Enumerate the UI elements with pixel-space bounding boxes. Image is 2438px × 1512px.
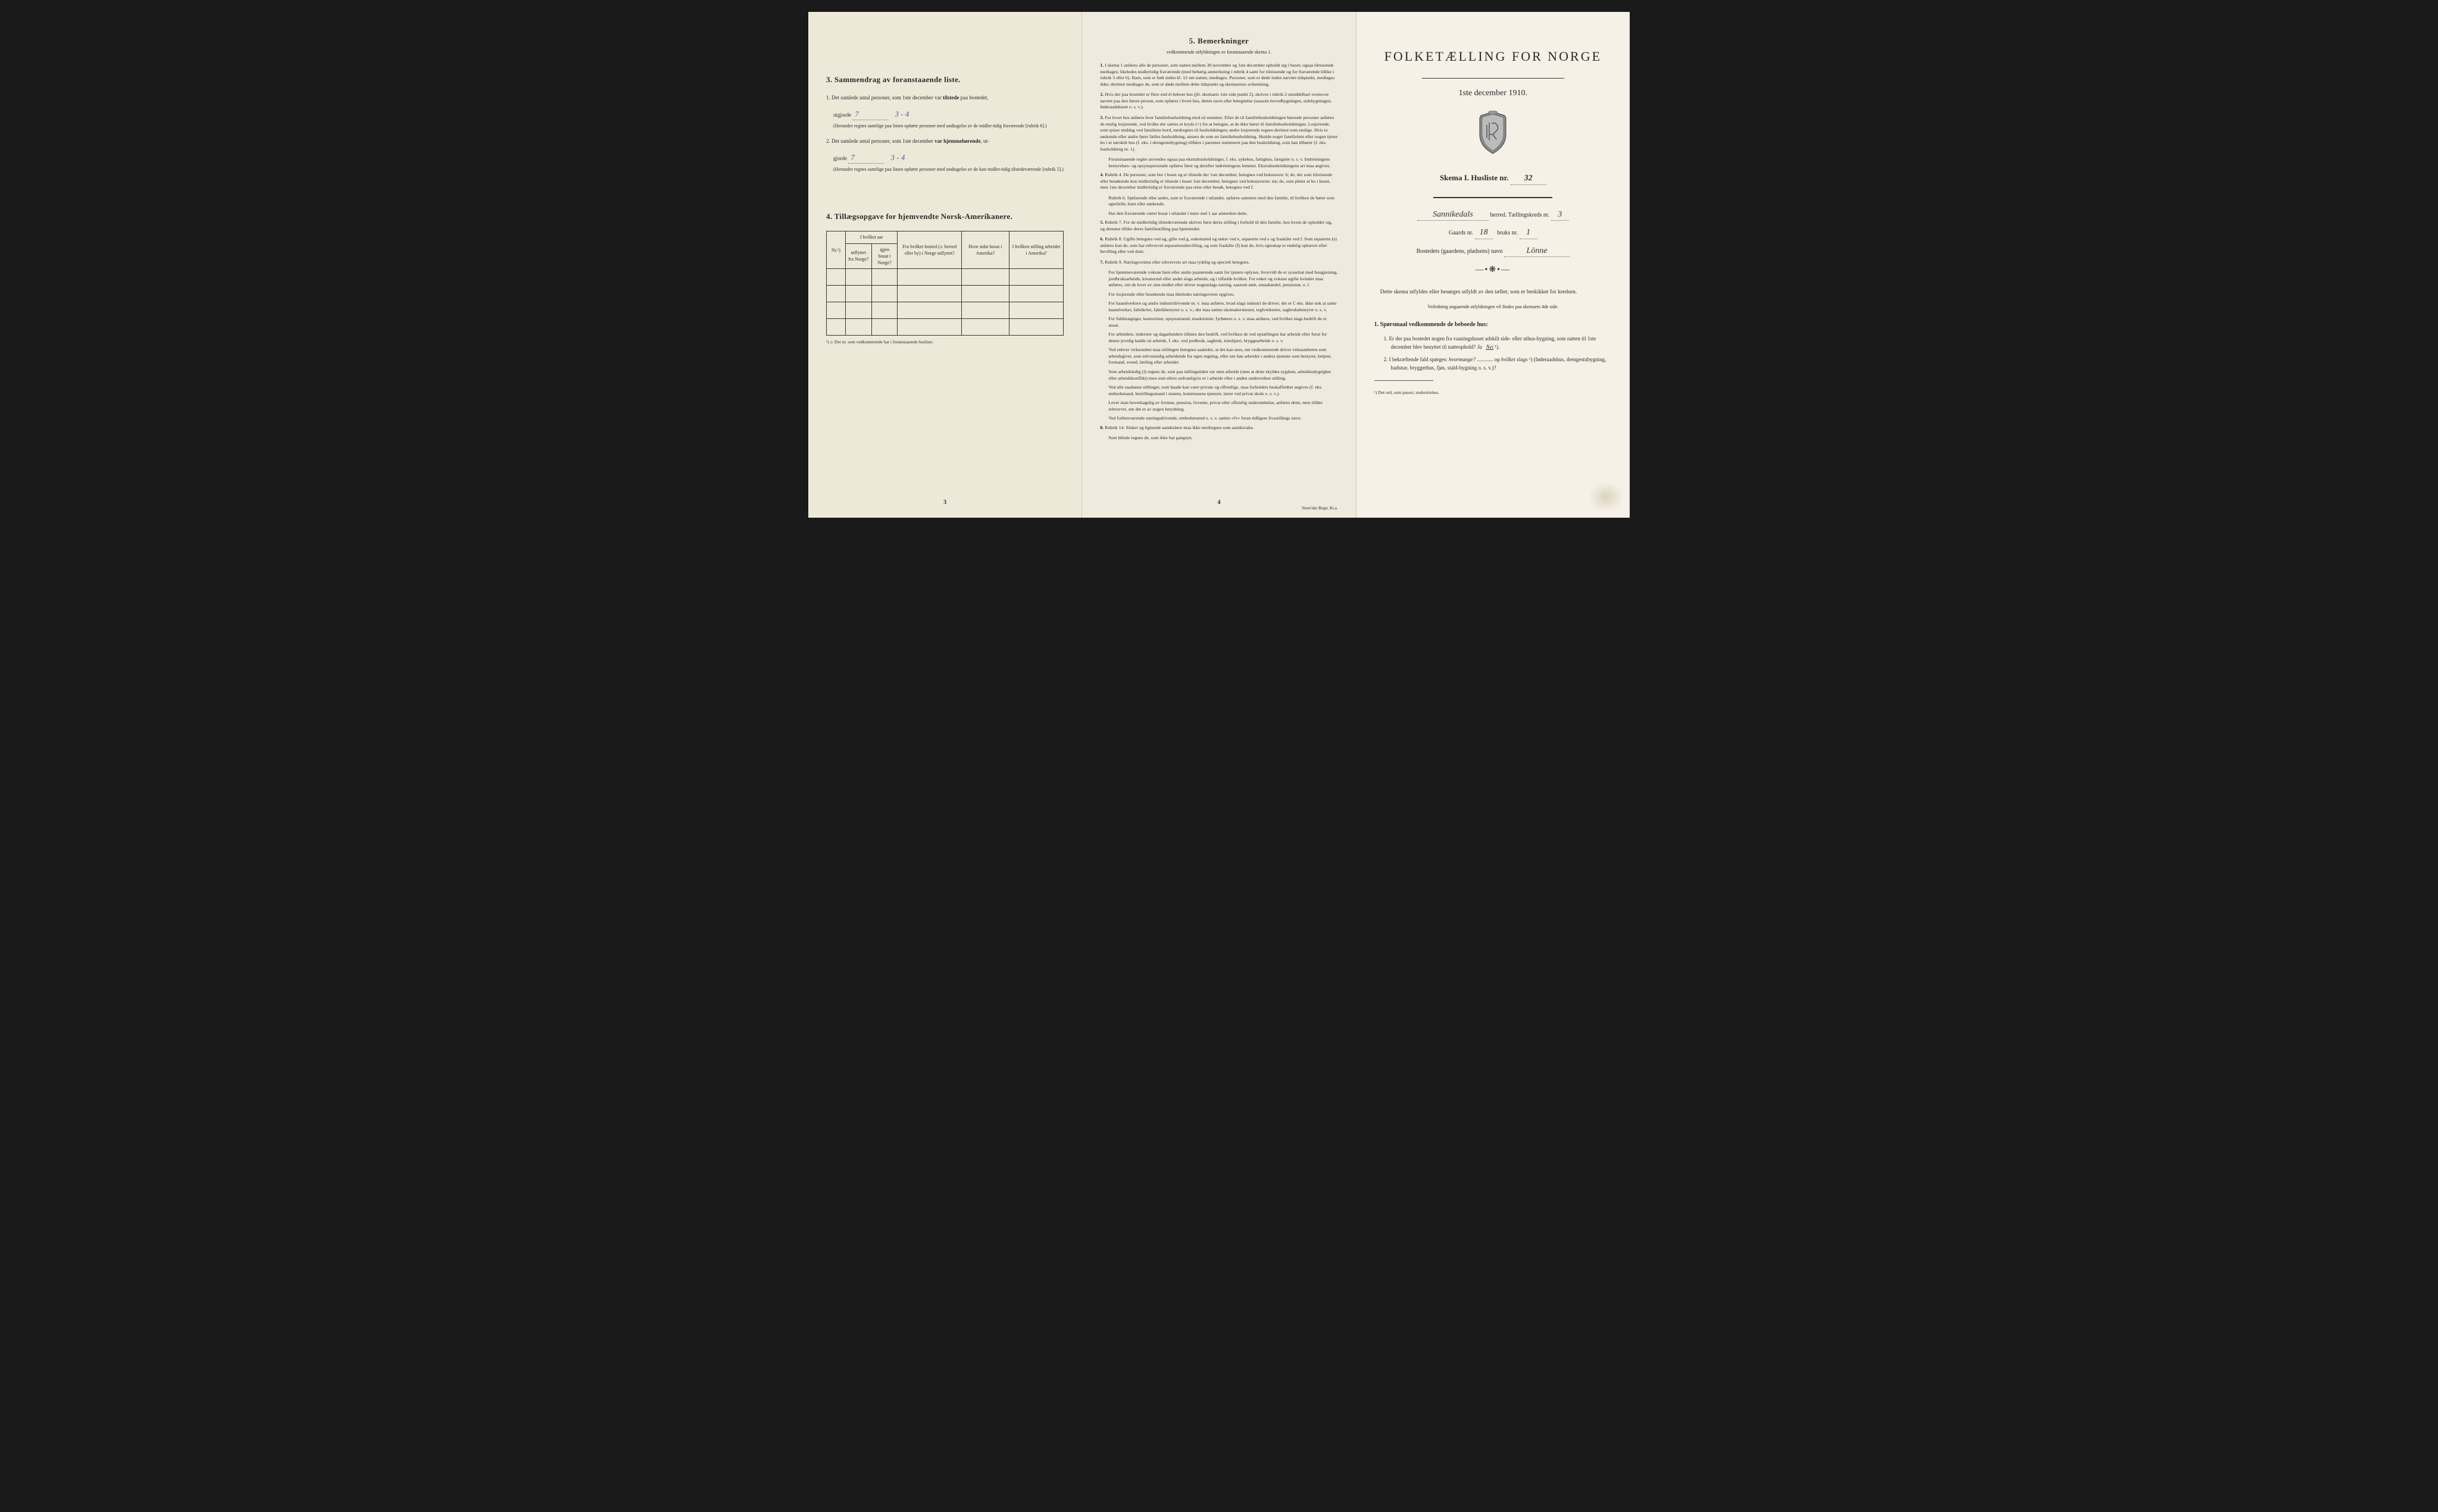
page-1: 3. Sammendrag av foranstaaende liste. 1.… (808, 12, 1082, 518)
bosted-line: Bostedets (gaardens, pladsens) navn Lönn… (1374, 245, 1612, 258)
field-hjemme-breakdown: 3 - 4 (891, 153, 905, 162)
remark-4: 4. Rubrik 4. De personer, som bor i huse… (1100, 172, 1337, 191)
skema-line: Skema I. Husliste nr. 32 (1374, 173, 1612, 185)
census-document: 3. Sammendrag av foranstaaende liste. 1.… (808, 12, 1630, 518)
amerikanere-table: Nr.¹) I hvilket aar Fra hvilket bosted (… (826, 231, 1064, 336)
field-tilstede-count: 7 (852, 109, 888, 120)
item-2: 2. Det samlede antal personer, som 1ste … (826, 137, 1064, 145)
remark-7h: Som arbeidsledig (l) regnes de, som paa … (1100, 369, 1337, 381)
gaards-nr: 18 (1475, 227, 1493, 239)
item2-note: (Herunder regnes samtlige paa listen opf… (826, 166, 1064, 173)
col-nr: Nr.¹) (827, 231, 846, 269)
field-hjemme-count: 7 (848, 152, 884, 164)
remark-8b: Som blinde regnes de, som ikke har gangs… (1100, 435, 1337, 442)
remark-7b: For hjemmeværende voksne barn eller andr… (1100, 270, 1337, 289)
remark-7: 7. Rubrik 9. Næringsveiens eller erhverv… (1100, 259, 1337, 266)
col-amerika-bosat: Hvor sidst bosat i Amerika? (962, 231, 1009, 269)
item1-note: (Herunder regnes samtlige paa listen opf… (826, 123, 1064, 129)
col-bosted: Fra hvilket bosted (ɔ: herred eller by) … (898, 231, 962, 269)
table-row (827, 302, 1064, 319)
remark-7d: For haandverkere og andre industridriven… (1100, 300, 1337, 313)
instructions-text: Dette skema utfyldes eller besørges utfy… (1380, 288, 1606, 296)
kreds-nr: 3 (1551, 209, 1569, 221)
remark-2: 2. Hvis der paa bostedet er flere end ét… (1100, 92, 1337, 111)
question-1: 1. Er der paa bostedet nogen fra vaaning… (1384, 335, 1612, 351)
paper-stain (1588, 482, 1624, 512)
ornament: ―•❋•― (1374, 264, 1612, 276)
remark-7k: Ved forhenværende næringsdrivende, embed… (1100, 415, 1337, 422)
item-1: 1. Det samlede antal personer, som 1ste … (826, 94, 1064, 102)
remark-7j: Lever man hovedsagelig av formue, pensio… (1100, 400, 1337, 412)
question-heading: 1. Spørsmaal vedkommende de beboede hus: (1374, 321, 1612, 329)
nei-option-selected: Nei (1486, 344, 1494, 350)
table-row (827, 319, 1064, 336)
herred-line: Sannikedals herred. Tællingskreds nr. 3 (1374, 209, 1612, 221)
col-utflyttet: utflyttet fra Norge? (845, 243, 871, 269)
husliste-nr: 32 (1511, 173, 1546, 185)
section3-heading: 3. Sammendrag av foranstaaende liste. (826, 74, 1064, 85)
page-2: 5. Bemerkninger vedkommende utfyldningen… (1082, 12, 1356, 518)
remark-7e: For fuldmægtiger, kontorister, opsynsmæn… (1100, 316, 1337, 328)
table-row (827, 286, 1064, 302)
remark-8: 8. Rubrik 14. Sinker og lignende aandssl… (1100, 425, 1337, 431)
page-3-cover: FOLKETÆLLING FOR NORGE 1ste december 191… (1356, 12, 1630, 518)
col-bosat: igjen bosat i Norge? (871, 243, 898, 269)
page-number-4: 4 (1217, 499, 1220, 507)
bruks-nr: 1 (1520, 227, 1537, 239)
remarks-title: 5. Bemerkninger (1100, 36, 1337, 46)
remark-7i: Ved alle saadanne stillinger, som baade … (1100, 384, 1337, 397)
bosted-name: Lönne (1504, 245, 1570, 258)
table-footnote: ¹) ɔ: Det nr. som vedkommende har i fora… (826, 339, 1064, 346)
remark-3: 3. For hvert hus anføres hver familiehus… (1100, 115, 1337, 152)
ja-option: Ja (1477, 344, 1482, 350)
coat-of-arms-icon (1374, 111, 1612, 158)
remark-5: 5. Rubrik 7. For de midlertidig tilstede… (1100, 220, 1337, 232)
census-date: 1ste december 1910. (1374, 87, 1612, 99)
remark-6: 6. Rubrik 8. Ugifte betegnes ved ug, gif… (1100, 236, 1337, 255)
remark-4c: Har den fraværende været bosat i utlande… (1100, 211, 1337, 217)
remark-7g: Ved enhver virksomhet maa stillingen bet… (1100, 347, 1337, 366)
instructions-sub: Veiledning angaaende utfyldningen vil fi… (1374, 303, 1612, 310)
remarks-subtitle: vedkommende utfyldningen av foranstaaend… (1100, 49, 1337, 55)
herred-name: Sannikedals (1417, 209, 1489, 221)
remark-3b: Foranstaaende regler anvendes ogsaa paa … (1100, 156, 1337, 169)
census-title: FOLKETÆLLING FOR NORGE (1374, 48, 1612, 66)
question-2: 2. I bekræftende fald spørges: hvormange… (1384, 356, 1612, 372)
table-row (827, 269, 1064, 286)
footnote: ¹) Det ord, som passer, understrekes. (1374, 390, 1612, 396)
remark-4b: Rubrik 6. Sjøfarende eller andre, som er… (1100, 195, 1337, 208)
remark-1: 1. I skema 1 anføres alle de personer, s… (1100, 62, 1337, 87)
printer-mark: Steen'ske Bogtr. Kr.a. (1302, 506, 1338, 512)
field-tilstede-breakdown: 3 - 4 (895, 109, 909, 118)
col-year: I hvilket aar (845, 231, 898, 243)
col-stilling: I hvilken stilling arbeidet i Amerika? (1009, 231, 1064, 269)
section4-heading: 4. Tillægsopgave for hjemvendte Norsk-Am… (826, 211, 1064, 222)
remark-7c: For losjerende eller besøkende maa likel… (1100, 292, 1337, 298)
remark-7f: For arbeidere, inderster og dagarbeidere… (1100, 331, 1337, 344)
page-number-3: 3 (943, 499, 946, 507)
gaards-line: Gaards nr. 18 bruks nr. 1 (1374, 227, 1612, 239)
